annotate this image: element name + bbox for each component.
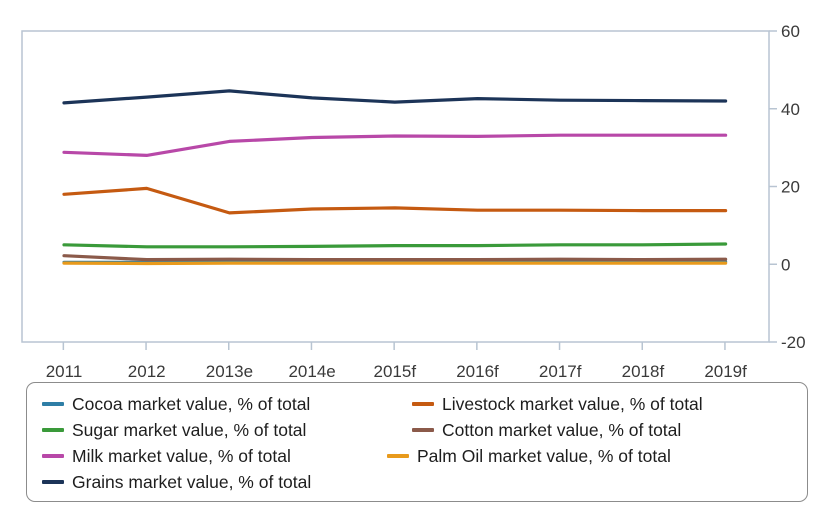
series-line-livestock — [62, 186, 728, 215]
legend-entry-cocoa: Cocoa market value, % of total — [42, 392, 310, 416]
legend-entry-sugar: Sugar market value, % of total — [42, 418, 306, 442]
legend-label-cotton: Cotton market value, % of total — [442, 419, 682, 440]
x-tick-label-2018f: 2018f — [622, 362, 665, 381]
y-tick-label-60: 60 — [781, 22, 800, 41]
legend-swatch-palm-oil — [387, 454, 409, 458]
y-axis: -20 0 20 40 60 — [769, 22, 806, 352]
legend-entry-livestock: Livestock market value, % of total — [412, 392, 703, 416]
series-lines — [62, 89, 728, 266]
legend-label-livestock: Livestock market value, % of total — [442, 393, 703, 414]
legend-label-cocoa: Cocoa market value, % of total — [72, 393, 311, 414]
series-line-sugar — [62, 242, 728, 249]
x-tick-label-2016f: 2016f — [456, 362, 499, 381]
y-tick-label-40: 40 — [781, 100, 800, 119]
legend-swatch-milk — [42, 454, 64, 458]
x-tick-label-2014e: 2014e — [288, 362, 335, 381]
legend-label-sugar: Sugar market value, % of total — [72, 419, 307, 440]
x-tick-label-2011: 2011 — [46, 362, 83, 381]
series-line-milk — [62, 133, 728, 157]
legend-label-milk: Milk market value, % of total — [72, 445, 291, 466]
x-tick-label-2017f: 2017f — [539, 362, 582, 381]
legend-label-grains: Grains market value, % of total — [72, 471, 312, 492]
x-tick-label-2015f: 2015f — [374, 362, 417, 381]
x-tick-label-2019f: 2019f — [704, 362, 747, 381]
legend-entry-milk: Milk market value, % of total — [42, 444, 291, 468]
legend-swatch-cotton — [412, 428, 434, 432]
legend-swatch-cocoa — [42, 402, 64, 406]
legend-swatch-livestock — [412, 402, 434, 406]
plot-area-border — [21, 30, 770, 343]
y-tick-label-20: -20 — [781, 333, 806, 352]
legend-swatch-grains — [42, 480, 64, 484]
legend: Cocoa market value, % of total Livestock… — [26, 382, 808, 502]
legend-swatch-sugar — [42, 428, 64, 432]
y-tick-label-20: 20 — [781, 178, 800, 197]
series-line-grains — [62, 89, 728, 105]
legend-entry-cotton: Cotton market value, % of total — [412, 418, 681, 442]
x-tick-label-2013e: 2013e — [206, 362, 253, 381]
series-line-cotton — [62, 254, 728, 262]
legend-entry-grains: Grains market value, % of total — [42, 470, 311, 494]
x-axis: 2011 2012 2013e 2014e 2015f 2016f 2017f 2018f 20… — [46, 342, 747, 381]
x-tick-label-2012: 2012 — [128, 362, 166, 381]
legend-label-palm-oil: Palm Oil market value, % of total — [417, 445, 671, 466]
y-tick-label-0: 0 — [781, 255, 790, 274]
legend-entry-palm-oil: Palm Oil market value, % of total — [387, 444, 671, 468]
